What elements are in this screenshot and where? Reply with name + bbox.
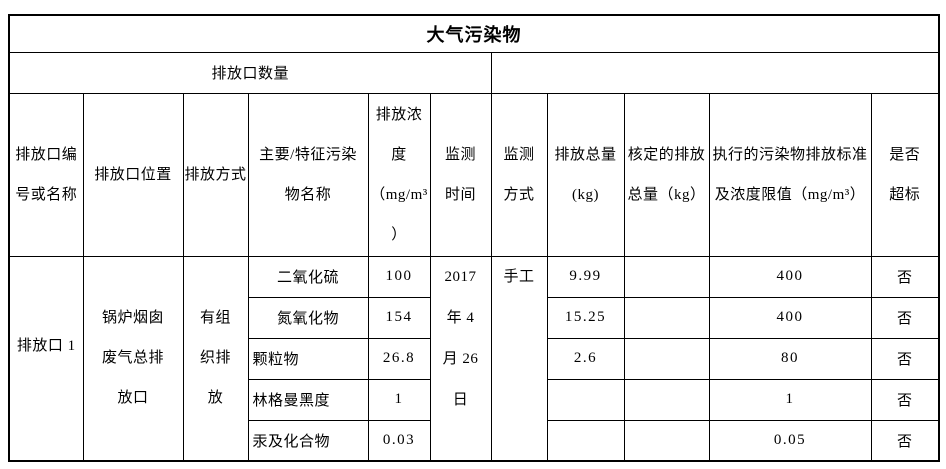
col-header-pollutant-name: 主要/特征污染 物名称 [247, 92, 369, 257]
col-header-exceeded: 是否 超标 [870, 92, 940, 257]
cell-standard-limit: 80 [708, 337, 872, 380]
col-header-outlet-id: 排放口编 号或名称 [8, 92, 84, 257]
cell-pollutant: 汞及化合物 [247, 419, 369, 462]
col-header-discharge-mode: 排放方式 [182, 92, 249, 257]
col-header-outlet-location: 排放口位置 [82, 92, 184, 257]
cell-exceeded: 否 [870, 337, 940, 380]
cell-concentration: 154 [367, 296, 431, 339]
cell-discharge-mode: 有组 织排 放 [182, 255, 249, 462]
col-header-concentration: 排放浓 度 （mg/m³ ） [367, 92, 431, 257]
cell-approved-total [623, 419, 710, 462]
cell-monitoring-method: 手工 [490, 255, 548, 462]
data-row-particulate: 颗粒物 26.8 2.6 80 否 [9, 337, 940, 380]
data-row-mercury: 汞及化合物 0.03 0.05 否 [9, 419, 940, 462]
cell-total [546, 378, 625, 421]
column-header-row: 排放口编 号或名称 排放口位置 排放方式 主要/特征污染 物名称 排放浓 度 （… [8, 92, 940, 257]
cell-concentration: 0.03 [367, 419, 431, 462]
cell-standard-limit: 0.05 [708, 419, 872, 462]
data-row-so2: 排放口 1 锅炉烟囱 废气总排 放口 有组 织排 放 二氧化硫 100 2017… [8, 255, 940, 462]
table-title: 大气污染物 [8, 14, 940, 53]
col-header-total-discharge: 排放总量 (kg) [546, 92, 625, 257]
cell-concentration: 1 [367, 378, 431, 421]
cell-concentration: 100 [367, 255, 431, 298]
data-row-ringelmann: 林格曼黑度 1 1 否 [9, 378, 940, 421]
title-row: 大气污染物 [8, 14, 940, 53]
cell-total: 2.6 [546, 337, 625, 380]
col-header-monitoring-time: 监测 时间 [429, 92, 492, 257]
subheader-row: 排放口数量 [8, 51, 940, 94]
cell-exceeded: 否 [870, 296, 940, 339]
col-header-standard-limit: 执行的污染物排放标准 及浓度限值（mg/m³） [708, 92, 872, 257]
cell-concentration: 26.8 [367, 337, 431, 380]
cell-outlet-location: 锅炉烟囱 废气总排 放口 [82, 255, 184, 462]
air-pollutant-table: 大气污染物 排放口数量 排放口编 号或名称 排放口位置 排放方式 主要/特征污染… [8, 14, 941, 462]
cell-total [546, 419, 625, 462]
cell-pollutant: 颗粒物 [247, 337, 369, 380]
cell-standard-limit: 1 [708, 378, 872, 421]
cell-pollutant: 氮氧化物 [247, 296, 369, 339]
cell-approved-total [623, 378, 710, 421]
cell-outlet-name: 排放口 1 [8, 255, 84, 462]
cell-exceeded: 否 [870, 419, 940, 462]
cell-total: 15.25 [546, 296, 625, 339]
cell-standard-limit: 400 [708, 255, 872, 298]
col-header-monitoring-method: 监测 方式 [490, 92, 548, 257]
data-row-nox: 氮氧化物 154 15.25 400 否 [9, 296, 940, 339]
cell-total: 9.99 [546, 255, 625, 298]
col-header-approved-total: 核定的排放 总量（kg） [623, 92, 710, 257]
cell-approved-total [623, 337, 710, 380]
cell-standard-limit: 400 [708, 296, 872, 339]
cell-exceeded: 否 [870, 378, 940, 421]
cell-approved-total [623, 255, 710, 298]
cell-monitoring-time: 2017 年 4 月 26 日 [429, 255, 492, 462]
cell-approved-total [623, 296, 710, 339]
cell-exceeded: 否 [870, 255, 940, 298]
cell-pollutant: 二氧化硫 [247, 255, 369, 298]
subheader-empty-cell [490, 51, 940, 94]
cell-pollutant: 林格曼黑度 [247, 378, 369, 421]
outlet-count-header: 排放口数量 [8, 51, 492, 94]
